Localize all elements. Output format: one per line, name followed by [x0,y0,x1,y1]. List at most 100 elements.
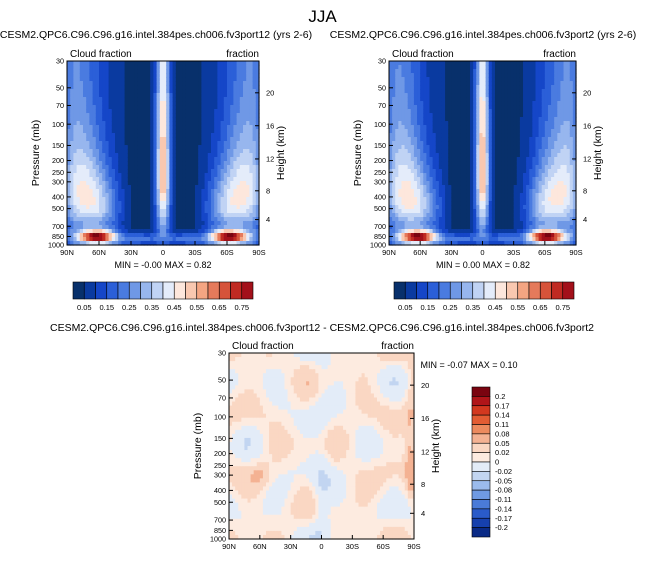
heatmap-cell [454,197,459,202]
heatmap-cell [73,209,78,214]
heatmap-cell [441,113,446,118]
heatmap-cell [398,213,403,218]
heatmap-cell [523,177,527,182]
heatmap-cell [150,81,154,86]
heatmap-cell [532,105,537,110]
heatmap-cell [175,181,180,186]
heatmap-cell [451,77,456,82]
heatmap-cell [163,61,167,66]
heatmap-cell [118,125,122,130]
heatmap-cell [163,193,167,198]
heatmap-cell [529,157,533,162]
heatmap-cell [163,149,167,154]
heatmap-cell [124,165,129,170]
heatmap-cell [392,129,396,134]
heatmap-cell [423,189,427,194]
heatmap-cell [252,197,257,202]
heatmap-cell [445,133,449,138]
heatmap-cell [410,89,415,94]
heatmap-cell [163,113,167,118]
heatmap-cell [426,165,431,170]
heatmap-cell [398,85,403,90]
heatmap-cell [204,133,209,138]
heatmap-cell [185,221,190,226]
heatmap-cell [516,109,521,114]
heatmap-cell [239,205,244,210]
heatmap-cell [99,161,103,166]
heatmap-cell [516,69,521,74]
heatmap-cell [423,217,427,222]
heatmap-cell [230,201,234,206]
heatmap-cell [185,193,190,198]
heatmap-cell [246,233,250,238]
heatmap-cell [504,165,509,170]
heatmap-cell [201,185,206,190]
heatmap-cell [195,233,199,238]
heatmap-cell [476,233,480,238]
heatmap-cell [429,225,434,230]
heatmap-cell [498,105,502,110]
heatmap-cell [441,185,446,190]
heatmap-cell [516,113,521,118]
heatmap-cell [389,161,393,166]
heatmap-cell [438,173,443,178]
heatmap-cell [204,153,209,158]
heatmap-cell [417,173,421,178]
heatmap-cell [246,145,250,150]
heatmap-cell [70,101,74,106]
heatmap-cell [127,89,132,94]
heatmap-cell [131,69,135,74]
heatmap-cell [227,185,231,190]
heatmap-cell [147,213,151,218]
heatmap-cell [156,153,161,158]
heatmap-cell [513,217,518,222]
heatmap-cell [76,149,81,154]
heatmap-cell [76,213,81,218]
heatmap-cell [491,185,496,190]
heatmap-cell [236,65,241,70]
heatmap-cell [255,97,260,102]
heatmap-cell [118,137,122,142]
heatmap-cell [233,193,238,198]
heatmap-cell [246,61,250,66]
heatmap-cell [147,237,151,242]
heatmap-cell [523,85,527,90]
heatmap-cell [438,241,443,246]
heatmap-cell [466,165,471,170]
heatmap-cell [519,129,524,134]
heatmap-cell [417,145,421,150]
heatmap-cell [438,197,443,202]
heatmap-cell [532,209,537,214]
heatmap-cell [166,241,170,246]
heatmap-cell [67,241,71,246]
heatmap-cell [127,233,132,238]
heatmap-cell [526,105,530,110]
heatmap-cell [156,161,161,166]
heatmap-cell [470,189,474,194]
heatmap-cell [243,233,247,238]
heatmap-cell [118,217,122,222]
heatmap-cell [201,65,206,70]
heatmap-cell [147,241,151,246]
heatmap-cell [118,81,122,86]
heatmap-cell [504,81,509,86]
heatmap-cell [156,89,161,94]
heatmap-cell [70,133,74,138]
heatmap-cell [143,89,148,94]
heatmap-cell [227,105,231,110]
heatmap-cell [76,101,81,106]
heatmap-cell [523,229,527,234]
heatmap-cell [249,157,254,162]
heatmap-cell [131,237,135,242]
heatmap-cell [227,217,231,222]
heatmap-cell [410,173,415,178]
heatmap-cell [470,137,474,142]
heatmap-cell [169,113,174,118]
heatmap-cell [255,117,260,122]
heatmap-cell [73,137,78,142]
heatmap-cell [482,85,487,90]
heatmap-cell [169,101,174,106]
heatmap-cell [243,201,247,206]
heatmap-cell [243,161,247,166]
heatmap-cell [460,93,465,98]
